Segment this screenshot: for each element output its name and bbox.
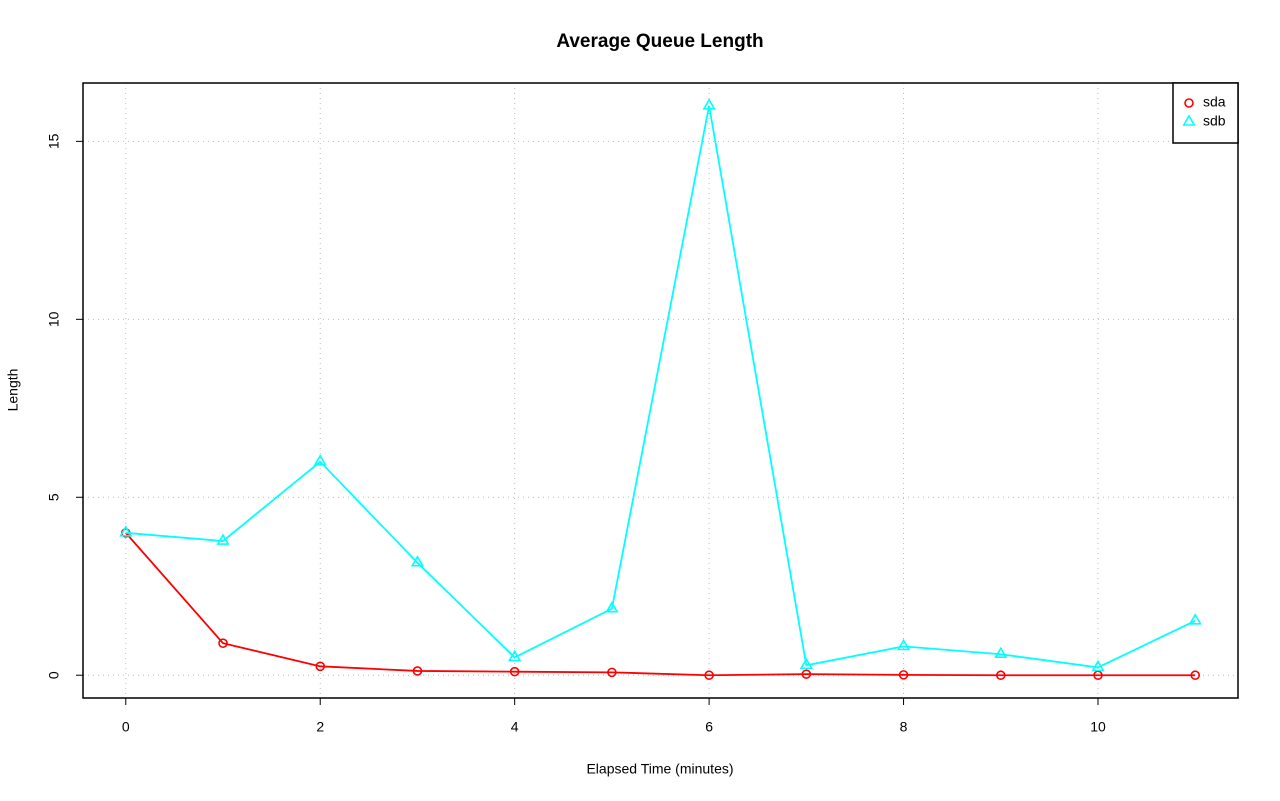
legend-box bbox=[1172, 82, 1239, 144]
x-tick-label: 6 bbox=[705, 719, 713, 735]
plot-frame bbox=[82, 82, 1239, 699]
data-point bbox=[509, 666, 520, 677]
data-point bbox=[896, 638, 911, 651]
legend-label: sda bbox=[1203, 94, 1226, 110]
data-point bbox=[1093, 670, 1103, 681]
data-point bbox=[315, 661, 326, 672]
data-point bbox=[119, 525, 133, 537]
data-point bbox=[898, 670, 909, 680]
data-point bbox=[607, 667, 617, 678]
x-tick-label: 4 bbox=[511, 719, 519, 735]
y-tick-label: 0 bbox=[46, 671, 62, 679]
y-tick-label: 15 bbox=[46, 133, 62, 149]
y-axis-label: Length bbox=[5, 369, 21, 412]
y-tick-label: 10 bbox=[46, 311, 62, 327]
data-point bbox=[1190, 670, 1201, 681]
legend-marker bbox=[1184, 98, 1194, 108]
data-point bbox=[216, 533, 230, 545]
data-point bbox=[605, 601, 619, 613]
data-point bbox=[994, 646, 1008, 659]
series-line bbox=[125, 105, 1196, 669]
data-point bbox=[410, 555, 425, 567]
data-point bbox=[1188, 613, 1202, 625]
data-point bbox=[313, 454, 327, 466]
y-tick-label: 5 bbox=[46, 493, 62, 501]
x-tick-label: 0 bbox=[122, 719, 130, 735]
data-point bbox=[704, 670, 714, 681]
series-line bbox=[125, 532, 1196, 677]
x-tick-label: 2 bbox=[316, 719, 324, 735]
data-point bbox=[1091, 659, 1105, 672]
data-point bbox=[412, 666, 423, 676]
data-point bbox=[995, 670, 1006, 681]
data-point bbox=[801, 669, 812, 679]
data-point bbox=[508, 649, 522, 662]
legend-label: sdb bbox=[1203, 113, 1226, 129]
x-tick-label: 8 bbox=[900, 719, 908, 735]
x-tick-label: 10 bbox=[1090, 719, 1106, 735]
data-point bbox=[218, 638, 228, 648]
data-point bbox=[799, 657, 813, 670]
chart-title: Average Queue Length bbox=[556, 31, 763, 52]
data-point bbox=[702, 98, 716, 110]
x-axis-label: Elapsed Time (minutes) bbox=[586, 761, 733, 777]
legend-marker bbox=[1182, 114, 1196, 126]
